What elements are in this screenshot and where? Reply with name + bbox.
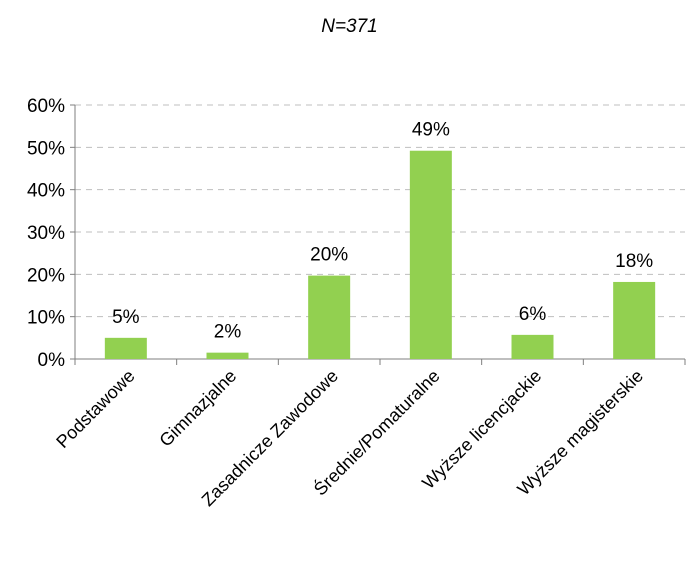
y-tick-label: 50% [27, 138, 65, 159]
bar [206, 352, 249, 359]
y-tick-label: 10% [27, 308, 65, 329]
bar [511, 334, 554, 359]
x-tick-label: Podstawowe [52, 366, 138, 452]
data-label: 6% [519, 304, 547, 325]
data-label: 2% [214, 322, 242, 343]
y-tick-label: 40% [27, 181, 65, 202]
gridlines [75, 104, 685, 318]
data-label: 20% [310, 245, 348, 266]
y-tick-label: 30% [27, 223, 65, 244]
data-label: 18% [615, 251, 653, 272]
bar [308, 275, 351, 359]
bar [409, 150, 452, 359]
y-tick-label: 20% [27, 265, 65, 286]
y-tick-label: 0% [38, 350, 66, 371]
data-label: 49% [412, 120, 450, 141]
bar [104, 337, 147, 359]
bars [104, 150, 656, 359]
bar [613, 281, 656, 359]
data-label: 5% [112, 307, 140, 328]
y-tick-label: 60% [27, 96, 65, 117]
chart-title: N=371 [321, 16, 378, 37]
x-tick-label: Gimnazjalne [155, 366, 240, 451]
axes [70, 104, 686, 365]
